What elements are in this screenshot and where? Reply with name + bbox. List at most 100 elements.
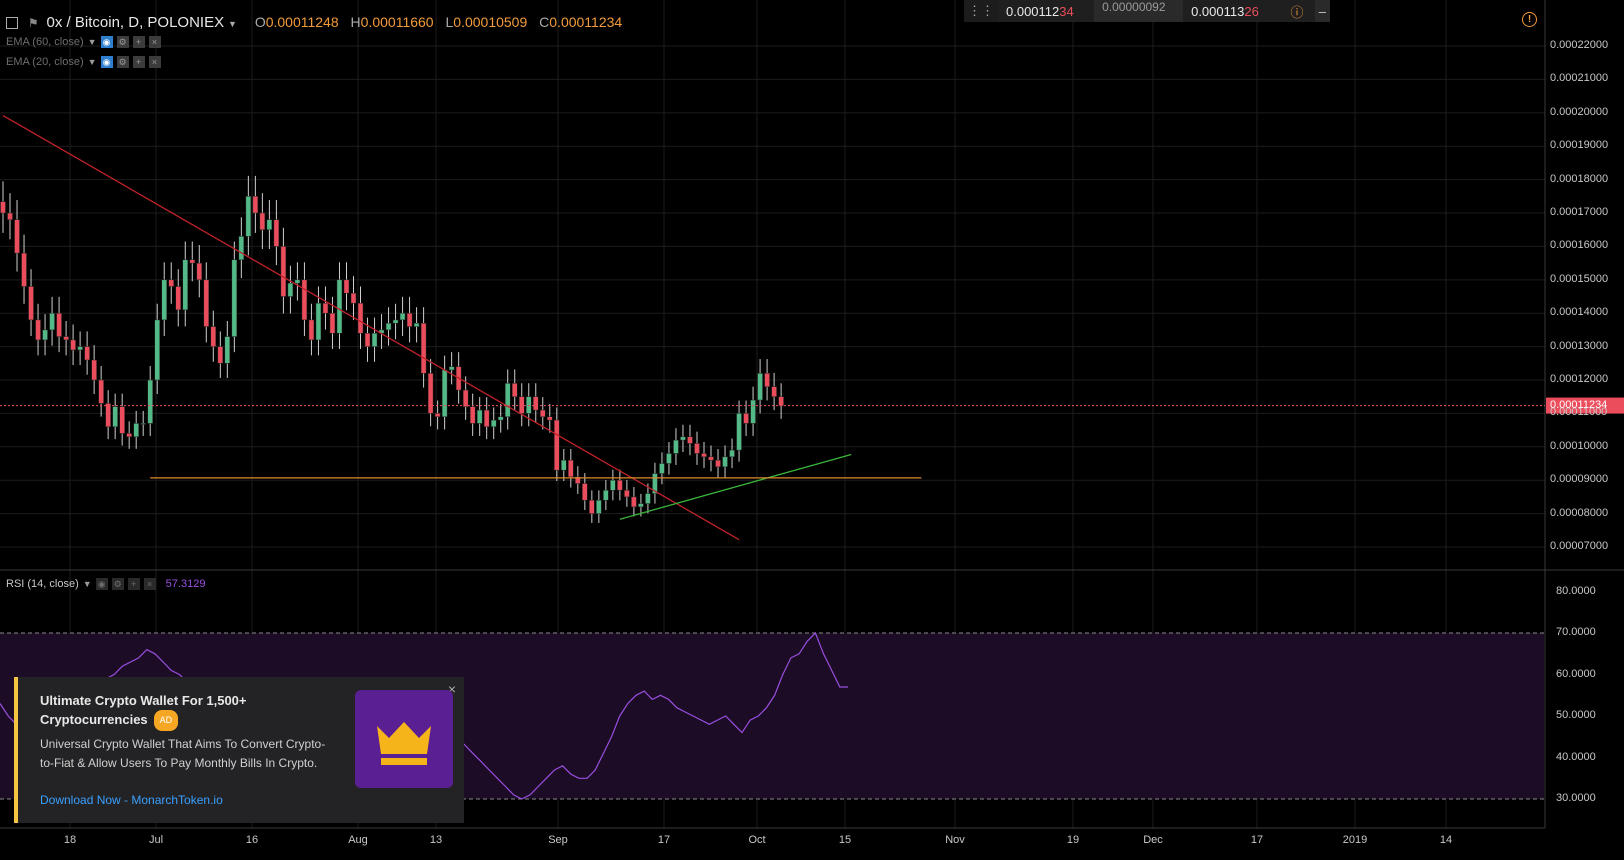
trendlines[interactable] xyxy=(2,114,922,541)
candle-body xyxy=(210,326,217,347)
price-axis-label: 0.00011000 xyxy=(1550,406,1608,419)
ask-price[interactable]: 0.000113 26 xyxy=(1183,0,1280,22)
candle-body xyxy=(63,336,69,341)
candle-body xyxy=(771,386,777,397)
candle-body xyxy=(308,319,315,341)
settings-icon[interactable]: ⚙ xyxy=(116,56,129,68)
candle-body xyxy=(343,279,350,294)
close-label: C xyxy=(539,14,550,30)
time-axis-label: 16 xyxy=(245,834,259,846)
candle-body xyxy=(659,463,665,474)
symbol-label[interactable]: 0x / Bitcoin, D, POLONIEX xyxy=(46,14,225,31)
plus-icon[interactable]: + xyxy=(132,56,145,68)
ad-link[interactable]: Download Now - MonarchToken.io xyxy=(40,793,223,807)
flag-icon[interactable]: ⚑ xyxy=(27,16,39,30)
candle-body xyxy=(203,279,210,327)
price-axis-label: 0.00016000 xyxy=(1550,239,1609,252)
indicator-ema20[interactable]: EMA (20, close) ▼ ◉ ⚙ + × xyxy=(6,56,161,68)
caret-down-icon[interactable]: ▼ xyxy=(82,579,92,589)
indicator-label[interactable]: EMA (20, close) xyxy=(6,56,84,68)
current-price-tag-bg xyxy=(1546,397,1624,414)
candle-body xyxy=(266,219,273,230)
candle-body xyxy=(413,322,420,327)
indicator-ema60[interactable]: EMA (60, close) ▼ ◉ ⚙ + × xyxy=(6,36,161,48)
price-axis-label: 0.00017000 xyxy=(1550,206,1609,219)
candle-body xyxy=(448,366,455,371)
ad-popup[interactable]: Ultimate Crypto Wallet For 1,500+ Crypto… xyxy=(14,677,464,823)
settings-icon[interactable]: ⚙ xyxy=(111,578,124,590)
candle-body xyxy=(701,453,707,458)
eye-icon[interactable]: ◉ xyxy=(100,56,113,68)
ad-close-button[interactable]: × xyxy=(447,681,456,697)
candle-body xyxy=(42,329,48,341)
close-icon[interactable]: × xyxy=(148,56,161,68)
candle-body xyxy=(476,409,483,424)
eye-icon[interactable]: ◉ xyxy=(95,578,108,590)
rsi-value: 57.3129 xyxy=(165,578,206,590)
candle-body xyxy=(638,503,644,508)
candle-body xyxy=(77,346,83,351)
high-label: H xyxy=(350,14,361,30)
candle-body xyxy=(554,419,560,471)
price-axis-label: 0.00020000 xyxy=(1550,105,1609,118)
candle-body xyxy=(750,399,756,424)
indicator-rsi[interactable]: RSI (14, close) ▼ ◉ ⚙ + × 57.3129 xyxy=(6,578,205,590)
rsi-label[interactable]: RSI (14, close) xyxy=(6,578,79,590)
plus-icon[interactable]: + xyxy=(127,578,140,590)
candle-body xyxy=(399,312,406,321)
settings-icon[interactable]: ⚙ xyxy=(116,36,129,48)
ad-description: Universal Crypto Wallet That Aims To Con… xyxy=(40,737,326,770)
close-icon[interactable]: × xyxy=(143,578,156,590)
candle-body xyxy=(168,279,174,287)
crown-logo-icon[interactable] xyxy=(355,690,453,788)
price-axis-label: 0.00010000 xyxy=(1550,439,1609,452)
candle-body xyxy=(596,499,602,514)
current-price-tag: 0.00011234 xyxy=(1550,398,1608,411)
info-icon[interactable]: ⓘ xyxy=(1279,0,1315,22)
caret-down-icon[interactable]: ▼ xyxy=(87,37,97,47)
time-axis-label: 2019 xyxy=(1342,834,1368,846)
candle-body xyxy=(217,346,224,364)
high-value: 0.00011660 xyxy=(360,14,434,30)
eye-icon[interactable]: ◉ xyxy=(100,36,113,48)
rsi-axis-label: 80.0000 xyxy=(1556,584,1596,597)
minimize-icon[interactable]: – xyxy=(1314,0,1331,22)
candle-body xyxy=(715,459,721,468)
candle-body xyxy=(315,302,322,341)
order-widget[interactable]: ⋮⋮ 0.000112 34 0.00000092 0.000113 26 ⓘ – xyxy=(964,0,1331,22)
candle-body xyxy=(14,219,20,254)
drag-handle-icon[interactable]: ⋮⋮ xyxy=(964,0,998,22)
candle-body xyxy=(757,373,763,401)
candle-body xyxy=(736,413,742,451)
plus-icon[interactable]: + xyxy=(132,36,145,48)
collapse-icon[interactable] xyxy=(6,17,18,30)
price-axis-label: 0.00012000 xyxy=(1550,373,1609,385)
indicator-label[interactable]: EMA (60, close) xyxy=(6,36,84,48)
caret-down-icon[interactable]: ▼ xyxy=(87,57,97,67)
symbol-caret-icon[interactable]: ▼ xyxy=(228,19,237,29)
candle-body xyxy=(511,383,518,397)
candle-body xyxy=(133,423,139,438)
candle-body xyxy=(329,312,336,334)
spread-value: 0.00000092 xyxy=(1094,0,1184,22)
bid-price[interactable]: 0.000112 34 xyxy=(998,0,1095,22)
candle-body xyxy=(280,246,287,297)
alert-icon[interactable]: ! xyxy=(1522,12,1537,27)
candle-body xyxy=(497,416,504,421)
candle-body xyxy=(301,279,308,321)
candle-body xyxy=(406,312,413,327)
candle-body xyxy=(434,413,441,417)
time-axis-label: Nov xyxy=(945,834,965,846)
rsi-axis-label: 40.0000 xyxy=(1556,750,1596,763)
candle-body xyxy=(729,449,735,458)
candle-body xyxy=(126,433,132,438)
trendline-ascending xyxy=(619,453,852,520)
close-icon[interactable]: × xyxy=(148,36,161,48)
candle-body xyxy=(287,282,294,297)
close-value: 0.00011234 xyxy=(549,14,623,30)
open-label: O xyxy=(254,14,266,30)
candle-body xyxy=(666,453,672,464)
candle-body xyxy=(0,201,6,214)
low-value: 0.00010509 xyxy=(453,14,528,30)
ad-title[interactable]: Ultimate Crypto Wallet For 1,500+ Crypto… xyxy=(40,691,300,732)
